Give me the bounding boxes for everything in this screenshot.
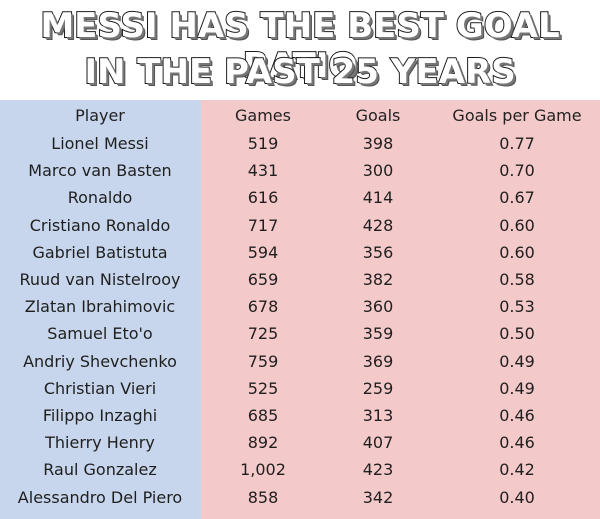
cell-goals-per-game: 0.46 bbox=[499, 433, 535, 453]
cell-player: Thierry Henry bbox=[45, 433, 155, 453]
cell-goals: 414 bbox=[362, 188, 394, 208]
cell-goals-per-game: 0.70 bbox=[499, 161, 535, 181]
cell-player: Cristiano Ronaldo bbox=[29, 215, 171, 235]
cell-goals: 407 bbox=[362, 433, 394, 453]
cell-goals-per-game: 0.53 bbox=[499, 297, 535, 317]
cell-games: 685 bbox=[247, 406, 279, 425]
cell-games: 519 bbox=[247, 134, 279, 153]
cell-goals: 423 bbox=[362, 460, 394, 480]
cell-goals: 342 bbox=[362, 487, 394, 507]
cell-goals-per-game: 0.60 bbox=[499, 215, 535, 235]
cell-games: 892 bbox=[247, 433, 279, 453]
cell-goals-per-game: 0.50 bbox=[499, 324, 535, 344]
table-row: Filippo Inzaghi 685 313 0.46 bbox=[0, 402, 600, 429]
cell-player: Ronaldo bbox=[67, 188, 133, 208]
column-header-goals: Goals bbox=[355, 106, 401, 125]
cell-goals-per-game: 0.49 bbox=[499, 351, 535, 371]
cell-games: 858 bbox=[247, 487, 279, 507]
cell-player: Marco van Basten bbox=[28, 161, 172, 181]
cell-goals-per-game: 0.49 bbox=[499, 378, 535, 398]
cell-goals: 428 bbox=[362, 215, 394, 235]
cell-player: Lionel Messi bbox=[51, 134, 149, 153]
cell-goals: 300 bbox=[362, 161, 394, 181]
cell-goals: 369 bbox=[362, 351, 394, 371]
cell-games: 659 bbox=[247, 270, 279, 289]
table-row: Gabriel Batistuta 594 356 0.60 bbox=[0, 239, 600, 266]
table-row: Ruud van Nistelrooy 659 382 0.58 bbox=[0, 266, 600, 293]
cell-games: 759 bbox=[247, 351, 279, 371]
cell-goals-per-game: 0.40 bbox=[499, 487, 535, 507]
cell-player: Andriy Shevchenko bbox=[23, 351, 177, 371]
cell-games: 1,002 bbox=[240, 460, 286, 480]
cell-player: Alessandro Del Piero bbox=[17, 487, 183, 507]
cell-games: 431 bbox=[247, 161, 279, 181]
cell-goals-per-game: 0.67 bbox=[499, 188, 535, 208]
column-header-games: Games bbox=[235, 106, 291, 125]
cell-player: Samuel Eto'o bbox=[47, 324, 153, 344]
table-row: Marco van Basten 431 300 0.70 bbox=[0, 157, 600, 184]
stats-table: Player Games Goals Goals per Game Lionel… bbox=[0, 100, 600, 519]
cell-player: Christian Vieri bbox=[43, 378, 157, 398]
table-row: Zlatan Ibrahimovic 678 360 0.53 bbox=[0, 293, 600, 320]
cell-player: Filippo Inzaghi bbox=[42, 406, 158, 425]
table-row: Christian Vieri 525 259 0.49 bbox=[0, 375, 600, 402]
cell-goals: 259 bbox=[362, 378, 394, 398]
table-row: Ronaldo 616 414 0.67 bbox=[0, 184, 600, 211]
cell-player: Ruud van Nistelrooy bbox=[19, 270, 181, 289]
cell-goals-per-game: 0.46 bbox=[499, 406, 535, 425]
cell-goals-per-game: 0.77 bbox=[499, 134, 535, 153]
title-line-2: IN THE PAST 25 YEARS bbox=[83, 51, 516, 93]
cell-games: 678 bbox=[247, 297, 279, 317]
table-header-row: Player Games Goals Goals per Game bbox=[0, 102, 600, 129]
cell-games: 594 bbox=[247, 242, 279, 262]
table-row: Cristiano Ronaldo 717 428 0.60 bbox=[0, 212, 600, 239]
cell-goals-per-game: 0.42 bbox=[499, 460, 535, 480]
cell-player: Raul Gonzalez bbox=[43, 460, 157, 480]
cell-player: Gabriel Batistuta bbox=[32, 242, 168, 262]
table-row: Samuel Eto'o 725 359 0.50 bbox=[0, 320, 600, 347]
table-row: Raul Gonzalez 1,002 423 0.42 bbox=[0, 456, 600, 483]
table-row: Thierry Henry 892 407 0.46 bbox=[0, 429, 600, 456]
cell-goals: 313 bbox=[362, 406, 394, 425]
cell-games: 525 bbox=[247, 378, 279, 398]
column-header-goals-per-game: Goals per Game bbox=[452, 106, 582, 125]
title-line-1: MESSI HAS THE BEST GOAL RATIO bbox=[39, 5, 560, 87]
cell-goals: 359 bbox=[362, 324, 394, 344]
cell-goals: 382 bbox=[362, 270, 394, 289]
cell-games: 725 bbox=[247, 324, 279, 344]
column-header-player: Player bbox=[75, 106, 125, 125]
cell-games: 717 bbox=[247, 215, 279, 235]
cell-games: 616 bbox=[247, 188, 279, 208]
table-row: Andriy Shevchenko 759 369 0.49 bbox=[0, 348, 600, 375]
cell-goals: 360 bbox=[362, 297, 394, 317]
cell-goals-per-game: 0.58 bbox=[499, 270, 535, 289]
title-banner: MESSI HAS THE BEST GOAL RATIO IN THE PAS… bbox=[0, 0, 600, 100]
cell-goals: 356 bbox=[362, 242, 394, 262]
table-row: Lionel Messi 519 398 0.77 bbox=[0, 130, 600, 157]
cell-player: Zlatan Ibrahimovic bbox=[24, 297, 176, 317]
cell-goals-per-game: 0.60 bbox=[499, 242, 535, 262]
table-row: Alessandro Del Piero 858 342 0.40 bbox=[0, 484, 600, 511]
cell-goals: 398 bbox=[362, 134, 394, 153]
